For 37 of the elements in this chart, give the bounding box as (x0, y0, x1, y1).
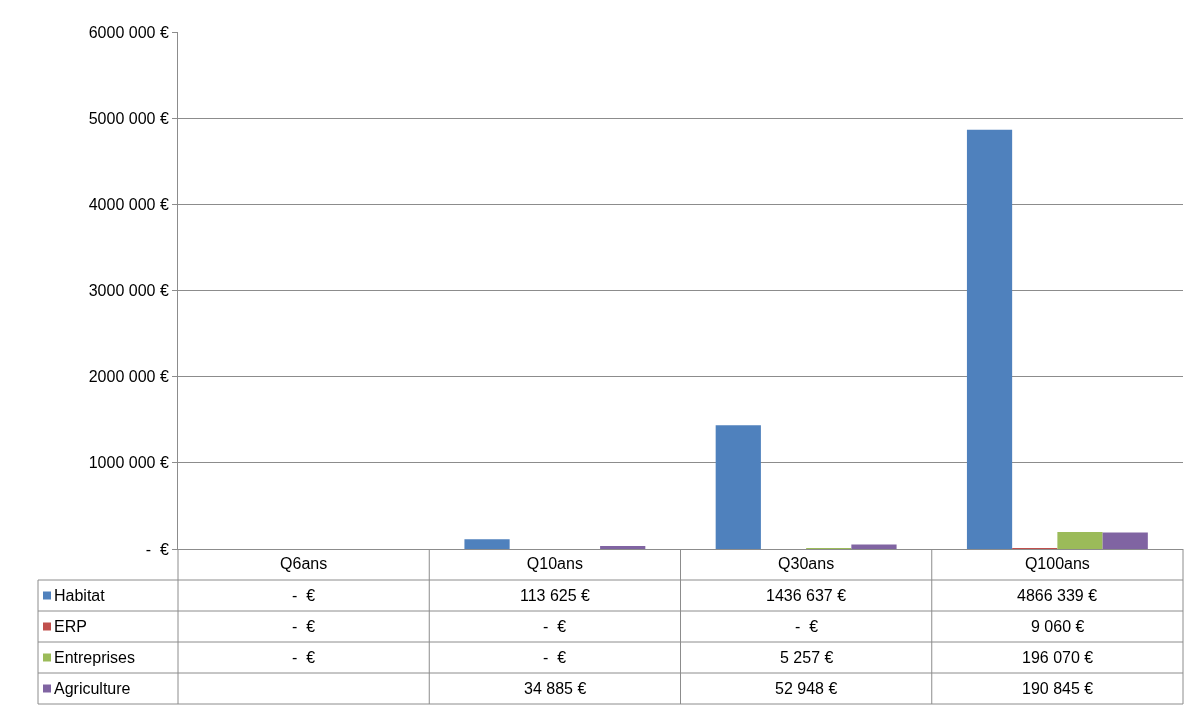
data-label: 52 948 € (775, 680, 838, 697)
bar (851, 544, 897, 549)
data-label: 4866 339 € (1017, 587, 1098, 604)
x-tick-label: Q100ans (1024, 555, 1090, 573)
data-label: 190 845 € (1022, 680, 1094, 697)
data-label: - € (292, 618, 316, 635)
legend-label: Habitat (54, 587, 106, 604)
data-label: - € (292, 649, 316, 666)
x-tick-label: Q6ans (280, 555, 328, 573)
y-tick-label: 2000 000 € (88, 368, 169, 386)
data-label: 196 070 € (1022, 649, 1094, 666)
bar (966, 129, 1013, 549)
y-tick-label: 6000 000 € (88, 23, 169, 41)
data-label: - € (292, 587, 316, 604)
y-tick-label: 5000 000 € (88, 109, 169, 127)
data-label: - € (795, 618, 819, 635)
y-tick-label: - € (145, 540, 169, 558)
y-tick-label: 4000 000 € (88, 195, 169, 213)
data-label: 9 060 € (1031, 618, 1085, 635)
data-label: 5 257 € (780, 649, 834, 666)
data-label: 34 885 € (524, 680, 587, 697)
data-label: 113 625 € (520, 587, 591, 604)
data-label: - € (543, 618, 567, 635)
legend-label: Agriculture (54, 680, 131, 697)
data-label: - € (543, 649, 567, 666)
legend-label: Entreprises (54, 649, 135, 666)
x-tick-label: Q10ans (526, 555, 583, 573)
bar (600, 545, 646, 549)
x-tick-label: Q30ans (778, 555, 835, 573)
bar (1057, 532, 1103, 549)
bar (715, 425, 761, 549)
data-label: 1436 637 € (766, 587, 847, 604)
bar (1102, 532, 1148, 549)
y-tick-label: 3000 000 € (88, 282, 169, 300)
legend-label: ERP (54, 618, 87, 635)
bar (464, 539, 510, 549)
y-tick-label: 1000 000 € (88, 454, 169, 472)
